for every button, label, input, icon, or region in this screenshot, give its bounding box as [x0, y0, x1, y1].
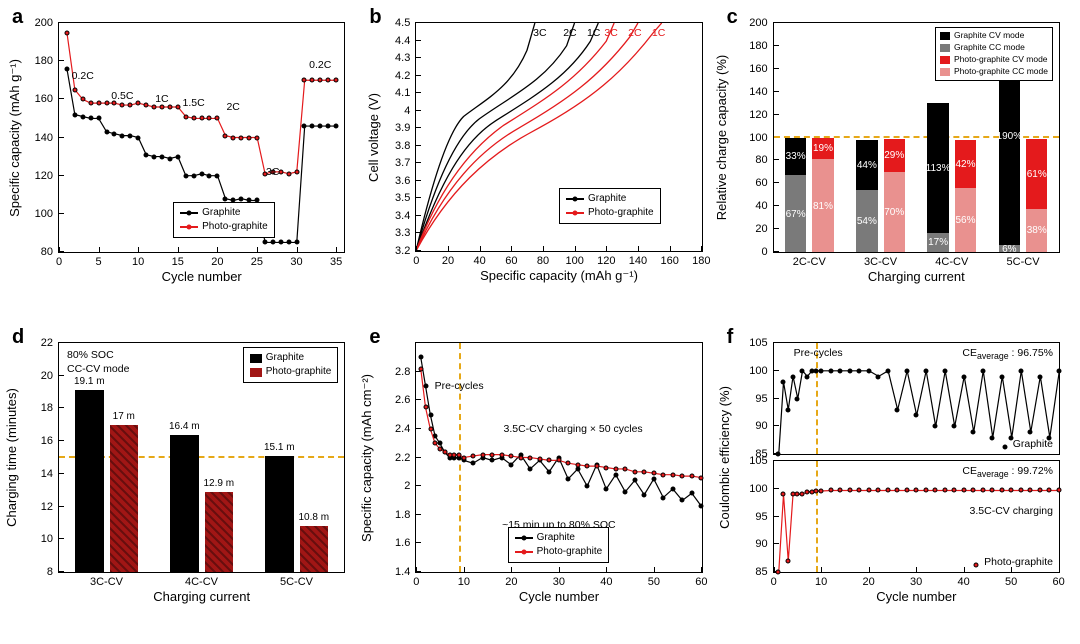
- xlabel-a: Cycle number: [58, 269, 345, 284]
- panel-d: d Charging time (minutes) 81012141618202…: [14, 330, 351, 634]
- xlabel-c: Charging current: [773, 269, 1060, 284]
- panel-f: f Coulombic efficiency (%) 859095100105P…: [729, 330, 1066, 634]
- plot-b: 0204060801001201401601803.23.33.43.53.63…: [415, 22, 702, 252]
- ylabel-f: Coulombic efficiency (%): [717, 386, 732, 529]
- ylabel-e: Specific capacity (mAh cm⁻²): [359, 374, 375, 542]
- panel-letter: a: [12, 6, 23, 29]
- xlabel-d: Charging current: [58, 589, 345, 604]
- xlabel-b: Specific capacity (mAh g⁻¹): [415, 268, 702, 284]
- ylabel-c: Relative charge capacity (%): [714, 55, 729, 220]
- xlabel-f: Cycle number: [773, 589, 1060, 604]
- panel-c: c Relative charge capacity (%) 020406080…: [729, 10, 1066, 314]
- panel-letter: e: [369, 326, 380, 349]
- plot-c: 02040608010012014016018020067%33%81%19%2…: [773, 22, 1060, 253]
- plot-f: 859095100105Pre-cyclesCEaverage : 96.75%…: [773, 342, 1060, 573]
- panel-letter: c: [727, 6, 738, 29]
- panel-letter: d: [12, 326, 24, 349]
- panel-e: e Specific capacity (mAh cm⁻²) 010203040…: [371, 330, 708, 634]
- ylabel-d: Charging time (minutes): [4, 388, 19, 527]
- ylabel-b: Cell voltage (V): [366, 93, 381, 182]
- panel-a: a Specific capacity (mAh g⁻¹) 0510152025…: [14, 10, 351, 314]
- plot-a: 05101520253035801001201401601802000.2C0.…: [58, 22, 345, 253]
- panel-letter: f: [727, 326, 734, 349]
- plot-e: 01020304050601.41.61.822.22.42.62.8Pre-c…: [415, 342, 702, 573]
- plot-d: 81012141618202219.1 m17 m3C-CV16.4 m12.9…: [58, 342, 345, 573]
- ylabel-a: Specific capacity (mAh g⁻¹): [7, 59, 23, 217]
- xlabel-e: Cycle number: [415, 589, 702, 604]
- panel-b: b Cell voltage (V) 020406080100120140160…: [371, 10, 708, 314]
- panel-letter: b: [369, 6, 381, 29]
